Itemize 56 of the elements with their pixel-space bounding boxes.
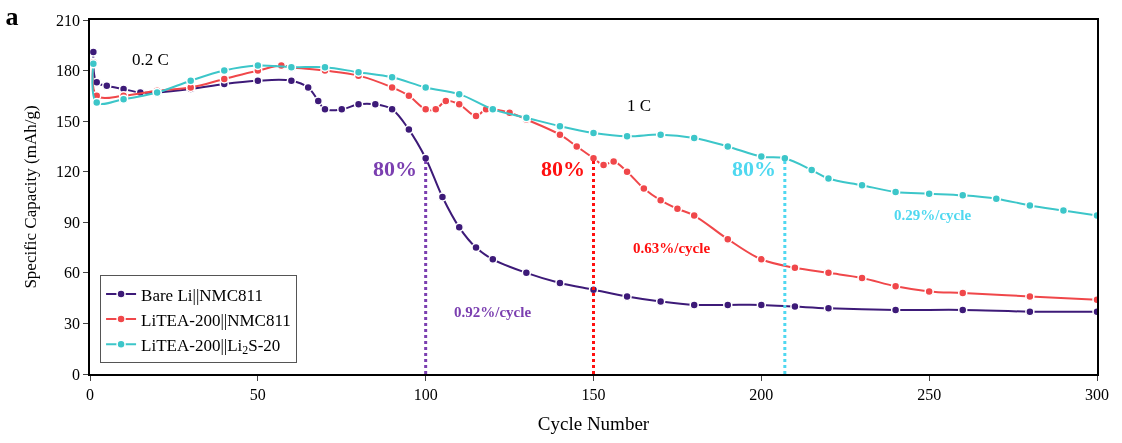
y-tick-label: 90	[64, 213, 81, 231]
point	[441, 96, 451, 106]
point	[723, 300, 733, 310]
annotation: 80%	[541, 156, 585, 181]
point	[454, 222, 464, 233]
x-tick-label: 200	[749, 385, 774, 403]
point	[756, 254, 767, 265]
legend-label: Bare Li||NMC811	[141, 285, 263, 305]
point	[957, 288, 968, 298]
point	[555, 278, 565, 288]
annotation: 0.92%/cycle	[454, 304, 532, 320]
point	[471, 242, 481, 253]
point	[219, 74, 230, 84]
x-tick-label: 150	[581, 385, 606, 403]
point	[689, 300, 699, 310]
point	[471, 111, 481, 121]
x-tick-label: 50	[249, 385, 266, 403]
x-axis-title: Cycle Number	[537, 413, 650, 435]
point	[90, 47, 99, 57]
annotation: 0.2 C	[132, 50, 169, 69]
chart-title: a	[5, 1, 19, 31]
point	[598, 160, 609, 170]
y-tick-label: 0	[72, 365, 81, 383]
y-tick-label: 120	[56, 163, 81, 181]
annotation: 1 C	[627, 96, 652, 115]
annotation: 0.63%/cycle	[633, 240, 711, 256]
point	[756, 300, 767, 310]
y-tick-label: 150	[56, 112, 81, 130]
x-tick-label: 0	[86, 385, 94, 403]
point	[404, 124, 414, 135]
point	[622, 166, 632, 177]
point	[313, 96, 323, 106]
y-tick-label: 30	[64, 315, 81, 333]
x-tick-label: 300	[1085, 385, 1109, 403]
point	[890, 187, 901, 197]
y-tick-label: 60	[64, 264, 81, 282]
y-tick-label: 210	[56, 11, 81, 29]
point	[957, 305, 968, 315]
point	[588, 128, 599, 138]
point	[404, 91, 414, 101]
annotation: 80%	[732, 156, 776, 181]
legend-label: LiTEA-200||NMC811	[141, 310, 291, 330]
y-axis-title: Specific Capacity (mAh/g)	[21, 105, 41, 289]
point	[806, 165, 817, 175]
point	[588, 153, 599, 163]
point	[890, 305, 901, 315]
point	[420, 153, 431, 163]
point	[857, 273, 867, 283]
x-tick-label: 250	[917, 385, 942, 403]
annotation: 0.29%/cycle	[894, 207, 972, 223]
y-tick-label: 180	[56, 62, 81, 80]
x-tick-label: 100	[413, 385, 438, 403]
legend-label: LiTEA-200||Li$_{2}$S-20	[141, 335, 281, 358]
annotation: 80%	[373, 156, 417, 181]
point	[689, 133, 699, 143]
point	[723, 234, 733, 244]
